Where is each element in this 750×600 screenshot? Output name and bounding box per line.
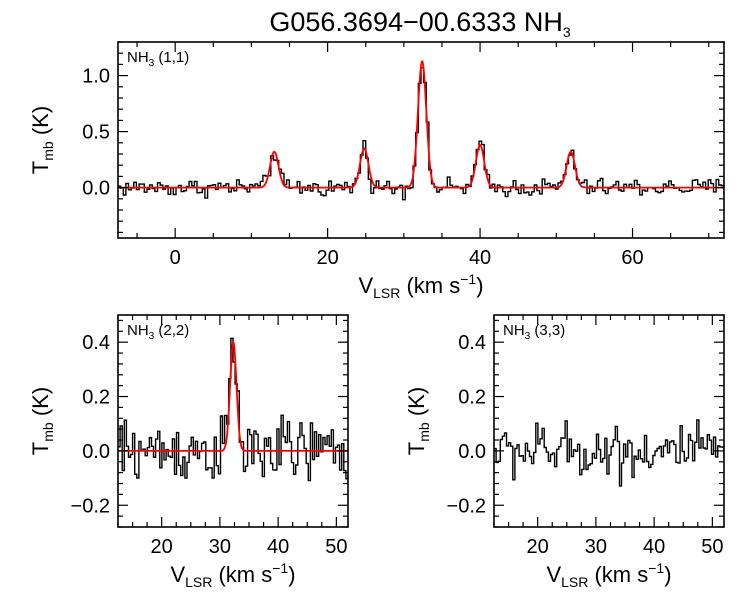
spectrum-nh3_11 [118,67,724,201]
y-axis-label: Tmb (K) [28,387,56,455]
plot-frame [117,41,725,239]
x-tick-label: 30 [585,536,607,558]
y-tick-label: 0.2 [82,387,110,409]
fit-curve-nh3_11 [118,60,724,189]
y-tick-label: −0.2 [71,495,110,517]
plot-frame [117,314,349,528]
x-tick-label: 20 [527,536,549,558]
x-tick-label: 40 [643,536,665,558]
x-axis-label: VLSR (km s−1) [358,271,483,301]
fit-curve-nh3_22 [118,340,348,452]
panel-nh3_33: 20 30 40 50 −0.2 0.0 0.2 0.4 NH3 (3,3) VLSR (km s… [404,314,725,590]
y-tick-label: 0.4 [458,332,486,354]
x-tick-label: 40 [267,536,289,558]
x-tick-label: 50 [701,536,723,558]
panel-nh3_11: 0 20 40 60 0.0 0.5 1.0 NH3 (1,1) VLSR (km s−1) Tm… [28,41,725,301]
x-tick-label: 20 [151,536,173,558]
y-tick-label: 0.0 [82,441,110,463]
panel-label: NH3 (2,2) [127,322,189,342]
x-axis-label: VLSR (km s−1) [170,560,295,590]
panel-label: NH3 (1,1) [127,49,189,69]
x-tick-label: 60 [621,247,643,269]
x-tick-label: 30 [209,536,231,558]
y-axis-label: Tmb (K) [404,387,432,455]
figure-title: G056.3694−00.6333 NH3 [269,7,570,40]
spectrum-nh3_22 [118,337,348,482]
panel-label: NH3 (3,3) [503,322,565,342]
y-tick-label: 0.0 [82,178,110,200]
y-axis-label: Tmb (K) [28,106,56,174]
y-tick-label: 1.0 [82,66,110,88]
panel-nh3_22: 20 30 40 50 −0.2 0.0 0.2 0.4 NH3 (2,2) VLSR (km s… [28,314,349,590]
spectrum-nh3_33 [494,419,724,487]
x-tick-label: 20 [316,247,338,269]
y-tick-label: −0.2 [447,495,486,517]
x-axis-label: VLSR (km s−1) [546,560,671,590]
x-tick-label: 50 [325,536,347,558]
y-tick-label: 0.5 [82,122,110,144]
y-tick-label: 0.4 [82,332,110,354]
y-tick-label: 0.0 [458,441,486,463]
x-tick-label: 40 [469,247,491,269]
x-tick-label: 0 [170,247,181,269]
y-tick-label: 0.2 [458,387,486,409]
plot-frame [493,314,725,528]
